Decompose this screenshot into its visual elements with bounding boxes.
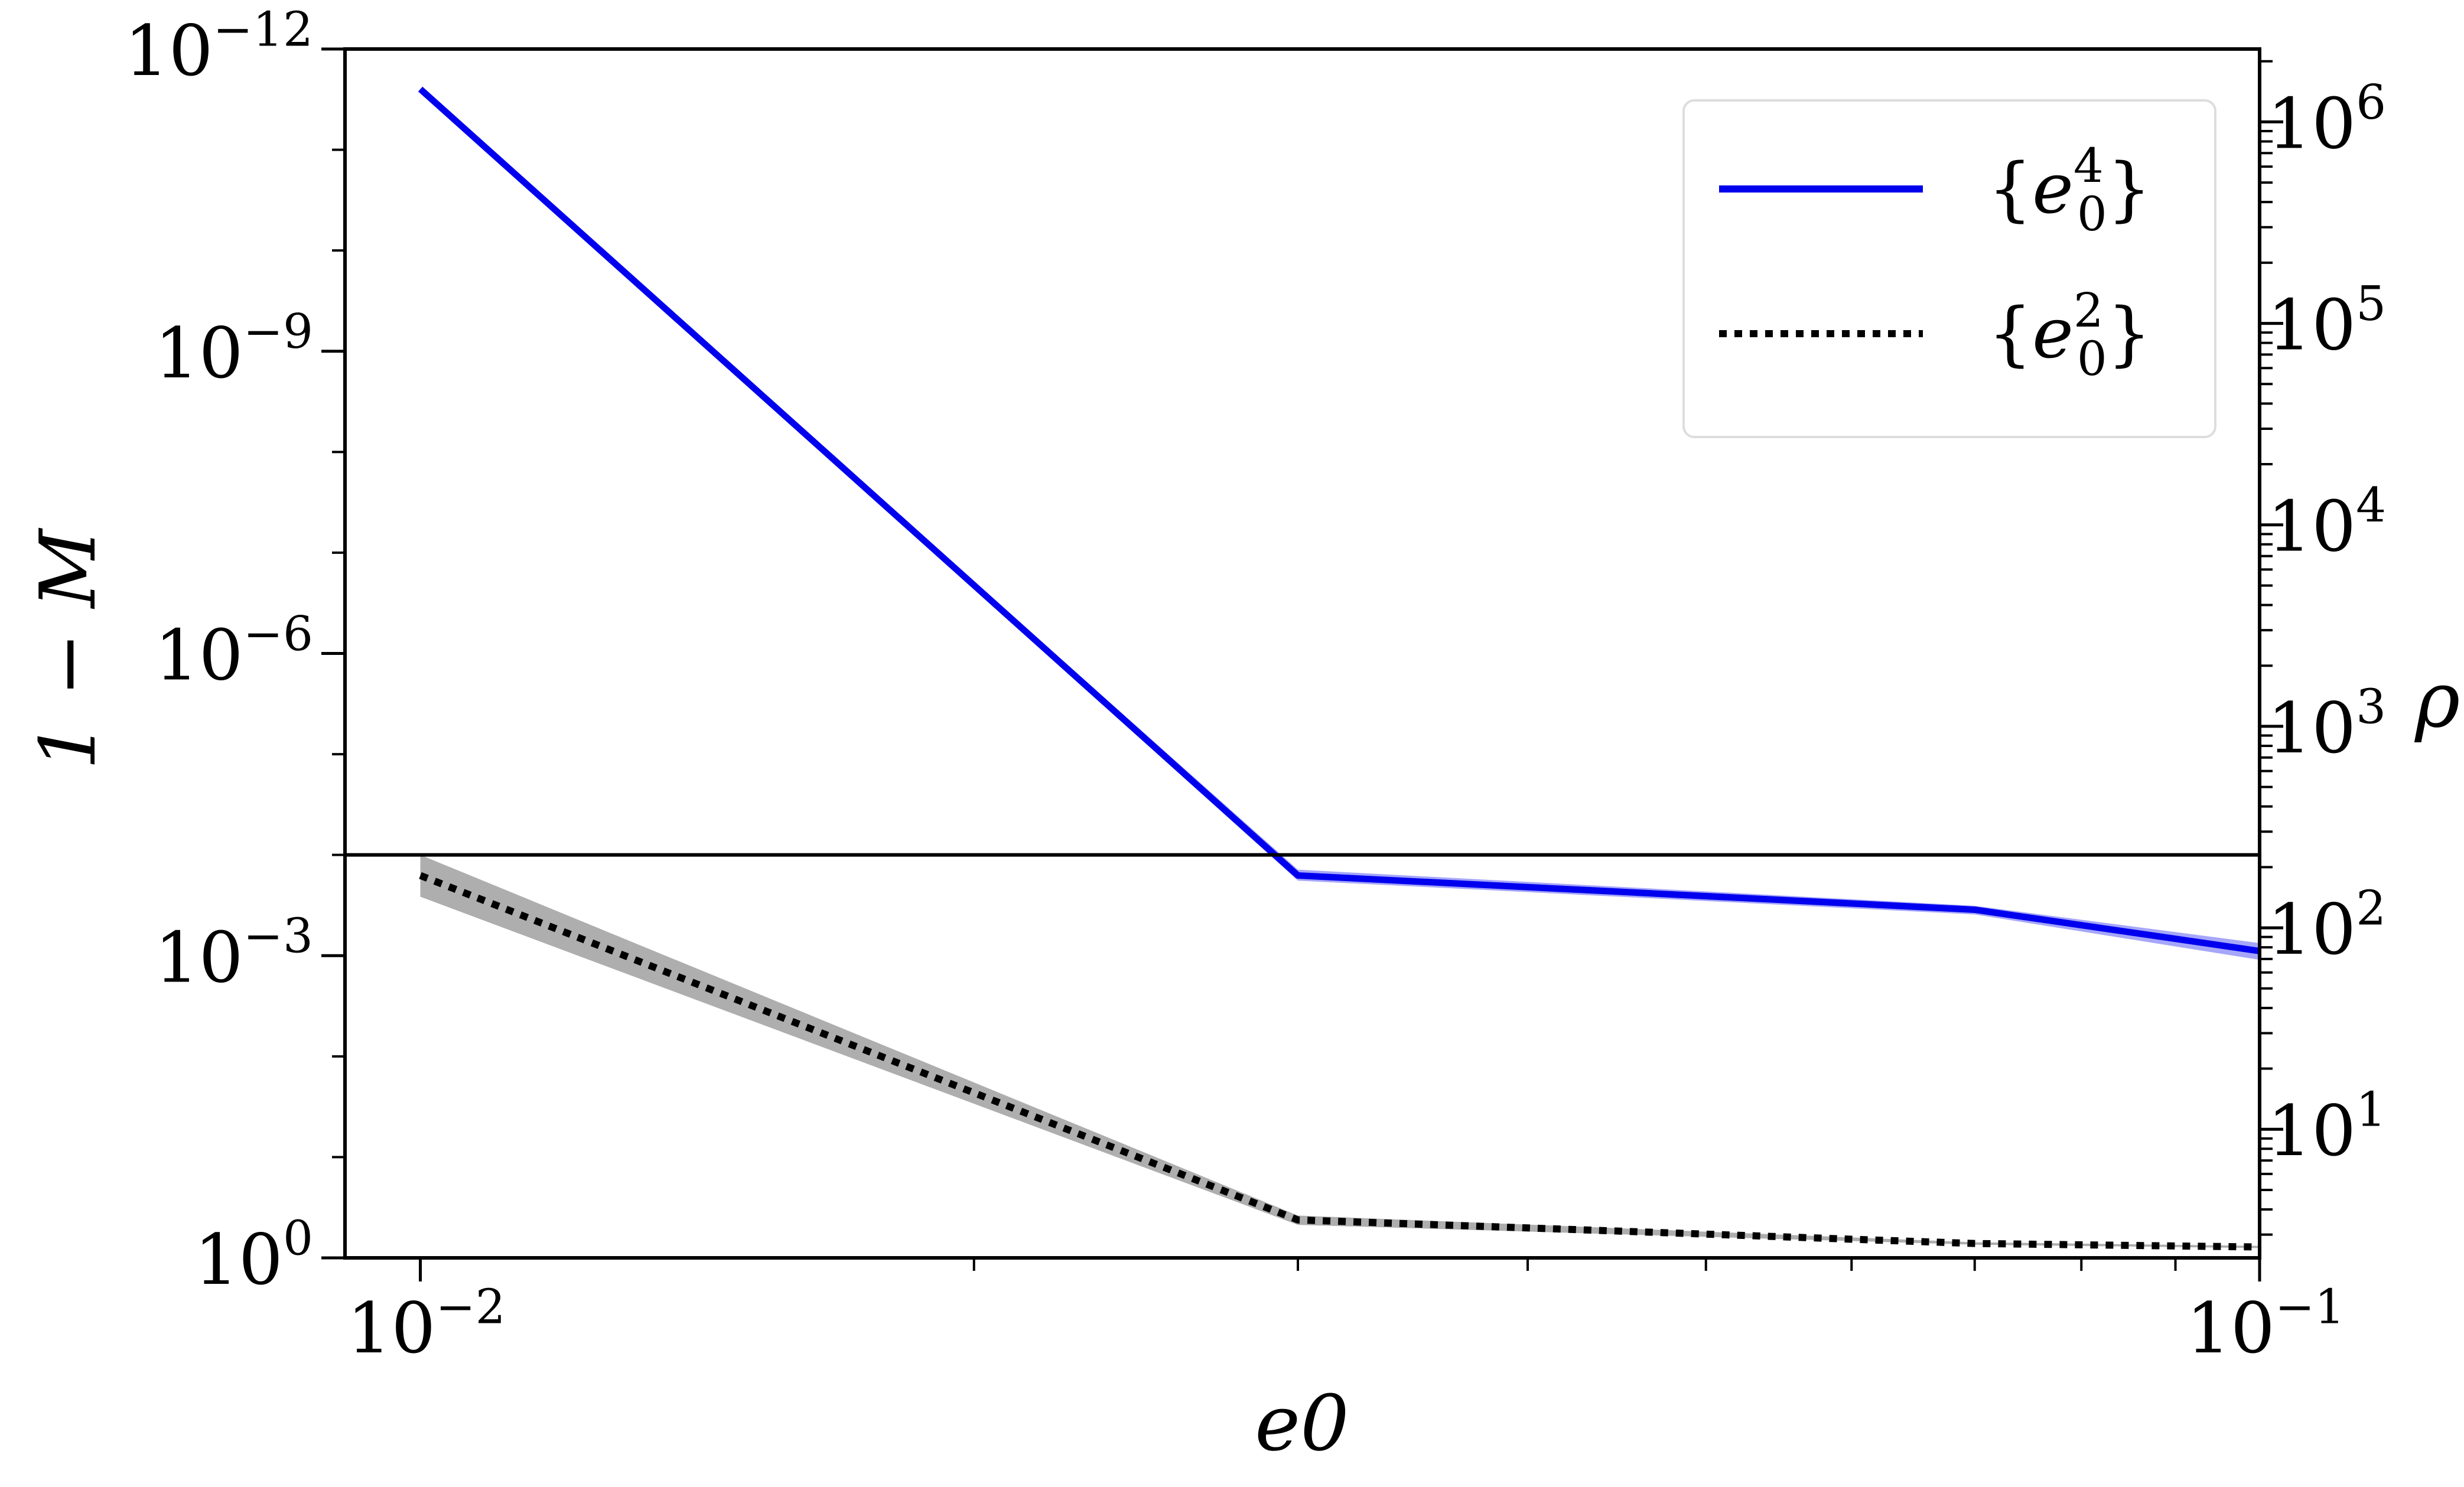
y-axis-title: 1 − M [23, 527, 113, 769]
series-line-1 [419, 872, 2260, 1251]
y2-tick-label-5: 106 [2267, 75, 2386, 165]
y2-tick-label-4: 105 [2267, 276, 2386, 366]
y2-axis-title: ρ [2414, 655, 2460, 745]
x-axis-title: e0 [1255, 1378, 1349, 1468]
legend-label-0: {e4 0} [1988, 138, 2151, 242]
y2-tick-label-0: 101 [2267, 1082, 2386, 1172]
y2-tick-label-1: 102 [2267, 881, 2386, 971]
legend-box [1682, 99, 2216, 438]
y2-tick-label-2: 103 [2267, 679, 2386, 769]
y-tick-label-4: 100 [194, 1211, 313, 1300]
plot-area [345, 86, 2260, 1251]
y-tick-label-0: 10−12 [125, 2, 313, 92]
x-tick-label-0: 10−2 [347, 1279, 505, 1369]
y-tick-label-3: 10−3 [155, 909, 313, 999]
legend-label-1: {e2 0} [1988, 283, 2151, 386]
series-line-0 [418, 86, 2260, 954]
axes: 10−2 10−1 10−12 10−9 10−6 10−3 100 101 102 103 104… [23, 2, 2460, 1468]
y-tick-label-1: 10−9 [155, 304, 313, 394]
x-tick-label-1: 10−1 [2186, 1279, 2345, 1369]
legend: {e4 0} {e2 0} [1682, 99, 2216, 438]
y2-tick-label-3: 104 [2267, 478, 2386, 568]
y-tick-label-2: 10−6 [155, 606, 313, 696]
